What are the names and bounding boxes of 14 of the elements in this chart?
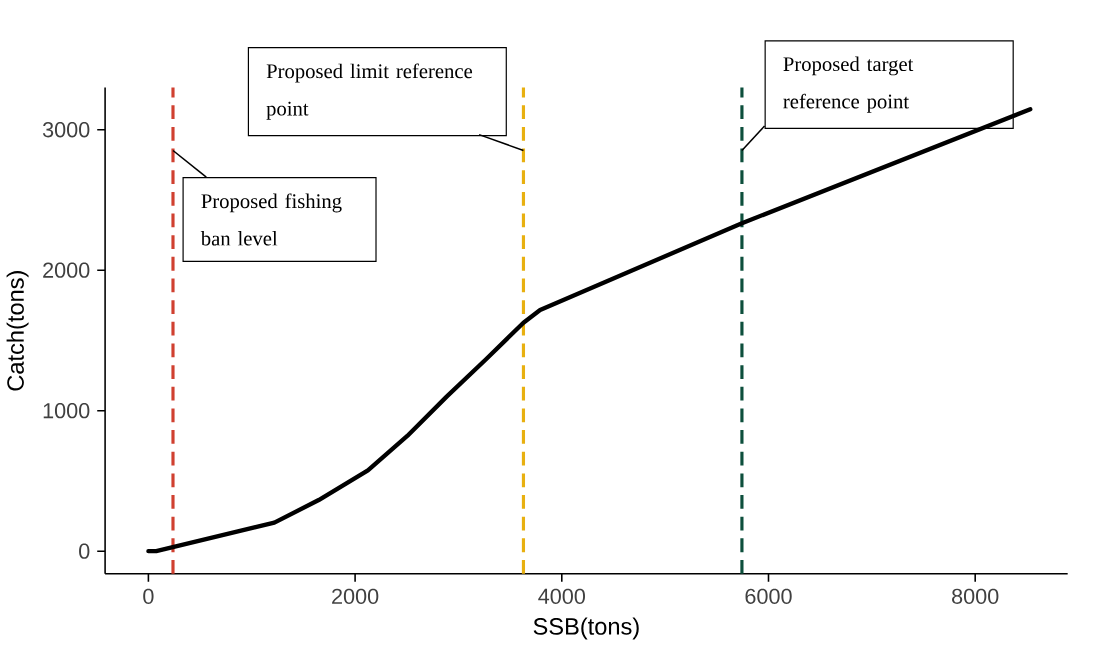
x-tick-label: 2000 (332, 588, 379, 604)
ref-line-label: Proposed fishing ban level (200, 193, 342, 246)
ref-line-label: Proposed limit reference point (266, 63, 473, 120)
y-tick-label: 3000 (42, 122, 90, 138)
x-tick-label: 8000 (952, 588, 999, 604)
x-tick-label: 0 (143, 588, 154, 604)
y-tick-label: 2000 (43, 262, 90, 278)
y-tick-label: 0 (79, 543, 90, 559)
y-axis-title: Catch(tons) (6, 271, 29, 391)
x-axis-title: SSB(tons) (533, 617, 639, 640)
x-tick-label: 6000 (745, 588, 792, 604)
x-tick-label: 4000 (538, 588, 585, 604)
ref-line-label: Proposed target reference point (783, 56, 914, 113)
y-tick-label: 1000 (43, 403, 90, 419)
